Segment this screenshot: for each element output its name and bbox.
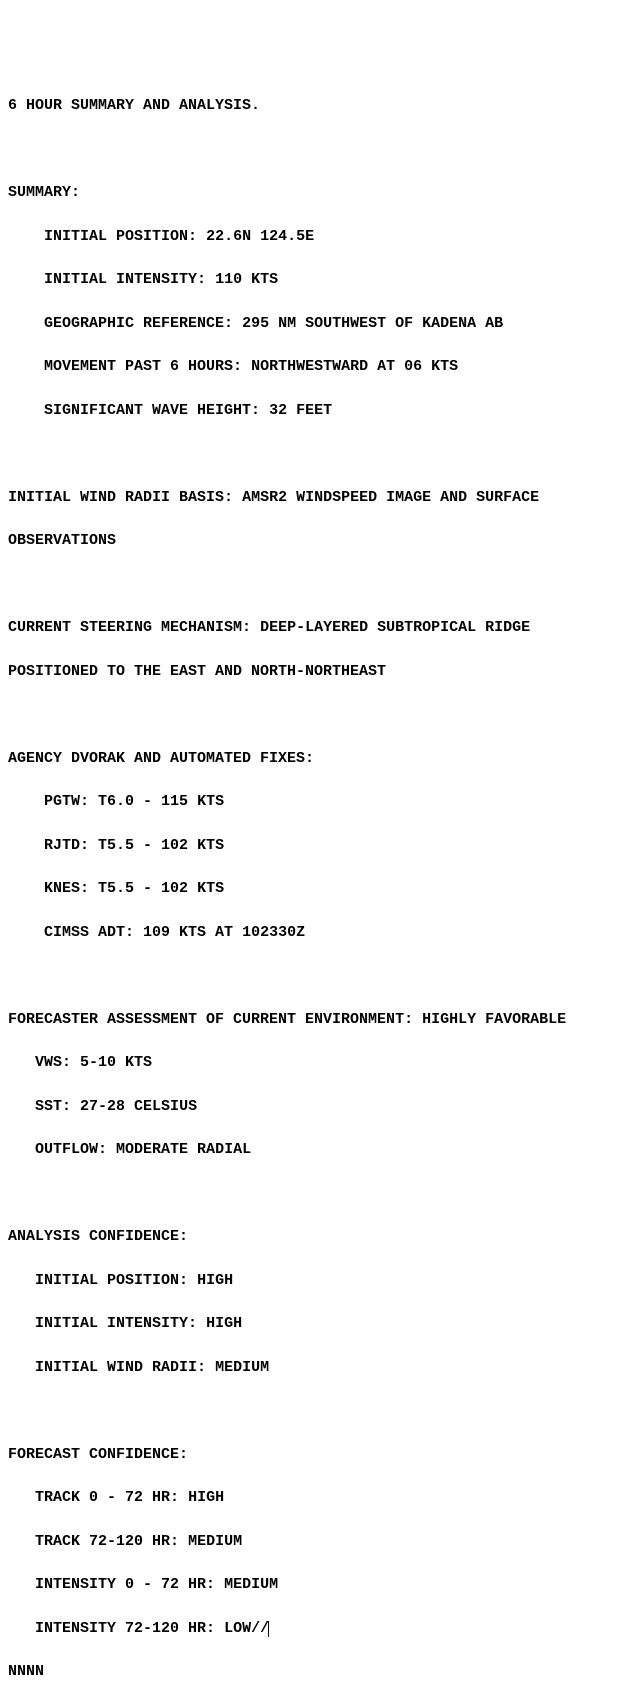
label: MOVEMENT PAST 6 HOURS: xyxy=(44,358,242,375)
blank xyxy=(8,443,628,465)
label: PGTW: xyxy=(44,793,89,810)
value: HIGH xyxy=(188,1489,224,1506)
value: 295 NM SOUTHWEST OF KADENA AB xyxy=(242,315,503,332)
analysis-radii: INITIAL WIND RADII: MEDIUM xyxy=(8,1357,628,1379)
terminator: NNNN xyxy=(8,1661,628,1683)
value: MEDIUM xyxy=(224,1576,278,1593)
label: TRACK 0 - 72 HR: xyxy=(35,1489,179,1506)
blank xyxy=(8,965,628,987)
label: FORECASTER ASSESSMENT OF CURRENT ENVIRON… xyxy=(8,1011,413,1028)
value: T5.5 - 102 KTS xyxy=(98,837,224,854)
value: HIGH xyxy=(197,1272,233,1289)
label: INITIAL WIND RADII: xyxy=(35,1359,206,1376)
text-cursor xyxy=(268,1621,269,1637)
label: SIGNIFICANT WAVE HEIGHT: xyxy=(44,402,260,419)
summary-movement: MOVEMENT PAST 6 HOURS: NORTHWESTWARD AT … xyxy=(8,356,628,378)
blank xyxy=(8,1400,628,1422)
analysis-header: ANALYSIS CONFIDENCE: xyxy=(8,1226,628,1248)
label: INITIAL WIND RADII BASIS: xyxy=(8,489,233,506)
label: INITIAL INTENSITY: xyxy=(35,1315,197,1332)
dvorak-knes: KNES: T5.5 - 102 KTS xyxy=(8,878,628,900)
label: RJTD: xyxy=(44,837,89,854)
label: INTENSITY 72-120 HR: xyxy=(35,1620,215,1637)
summary-georef: GEOGRAPHIC REFERENCE: 295 NM SOUTHWEST O… xyxy=(8,313,628,335)
value: 27-28 CELSIUS xyxy=(80,1098,197,1115)
dvorak-rjtd: RJTD: T5.5 - 102 KTS xyxy=(8,835,628,857)
steering-cont: POSITIONED TO THE EAST AND NORTH-NORTHEA… xyxy=(8,661,628,683)
dvorak-header: AGENCY DVORAK AND AUTOMATED FIXES: xyxy=(8,748,628,770)
value: DEEP-LAYERED SUBTROPICAL RIDGE xyxy=(260,619,530,636)
value: LOW// xyxy=(224,1620,269,1637)
label: CURRENT STEERING MECHANISM: xyxy=(8,619,251,636)
forecast-track2: TRACK 72-120 HR: MEDIUM xyxy=(8,1531,628,1553)
forecast-int2: INTENSITY 72-120 HR: LOW// xyxy=(8,1618,628,1640)
value: AMSR2 WINDSPEED IMAGE AND SURFACE xyxy=(242,489,539,506)
value: T5.5 - 102 KTS xyxy=(98,880,224,897)
label: INITIAL POSITION: xyxy=(35,1272,188,1289)
env-sst: SST: 27-28 CELSIUS xyxy=(8,1096,628,1118)
label: INITIAL INTENSITY: xyxy=(44,271,206,288)
summary-header: SUMMARY: xyxy=(8,182,628,204)
value: 32 FEET xyxy=(269,402,332,419)
summary-intensity: INITIAL INTENSITY: 110 KTS xyxy=(8,269,628,291)
analysis-pos: INITIAL POSITION: HIGH xyxy=(8,1270,628,1292)
forecaster-env: FORECASTER ASSESSMENT OF CURRENT ENVIRON… xyxy=(8,1009,628,1031)
value: 22.6N 124.5E xyxy=(206,228,314,245)
wind-radii-basis-cont: OBSERVATIONS xyxy=(8,530,628,552)
blank xyxy=(8,139,628,161)
value: HIGH xyxy=(206,1315,242,1332)
env-vws: VWS: 5-10 KTS xyxy=(8,1052,628,1074)
forecast-int1: INTENSITY 0 - 72 HR: MEDIUM xyxy=(8,1574,628,1596)
label: INITIAL POSITION: xyxy=(44,228,197,245)
summary-position: INITIAL POSITION: 22.6N 124.5E xyxy=(8,226,628,248)
steering: CURRENT STEERING MECHANISM: DEEP-LAYERED… xyxy=(8,617,628,639)
blank xyxy=(8,1183,628,1205)
blank xyxy=(8,574,628,596)
summary-wave: SIGNIFICANT WAVE HEIGHT: 32 FEET xyxy=(8,400,628,422)
title: 6 HOUR SUMMARY AND ANALYSIS. xyxy=(8,95,628,117)
value: 110 KTS xyxy=(215,271,278,288)
value: 109 KTS AT 102330Z xyxy=(143,924,305,941)
forecast-header: FORECAST CONFIDENCE: xyxy=(8,1444,628,1466)
label: SST: xyxy=(35,1098,71,1115)
wind-radii-basis: INITIAL WIND RADII BASIS: AMSR2 WINDSPEE… xyxy=(8,487,628,509)
forecast-track1: TRACK 0 - 72 HR: HIGH xyxy=(8,1487,628,1509)
value: T6.0 - 115 KTS xyxy=(98,793,224,810)
value: 5-10 KTS xyxy=(80,1054,152,1071)
label: KNES: xyxy=(44,880,89,897)
analysis-int: INITIAL INTENSITY: HIGH xyxy=(8,1313,628,1335)
value: NORTHWESTWARD AT 06 KTS xyxy=(251,358,458,375)
label: INTENSITY 0 - 72 HR: xyxy=(35,1576,215,1593)
value: HIGHLY FAVORABLE xyxy=(422,1011,566,1028)
dvorak-pgtw: PGTW: T6.0 - 115 KTS xyxy=(8,791,628,813)
label: CIMSS ADT: xyxy=(44,924,134,941)
env-outflow: OUTFLOW: MODERATE RADIAL xyxy=(8,1139,628,1161)
label: GEOGRAPHIC REFERENCE: xyxy=(44,315,233,332)
label: OUTFLOW: xyxy=(35,1141,107,1158)
label: TRACK 72-120 HR: xyxy=(35,1533,179,1550)
value: MEDIUM xyxy=(188,1533,242,1550)
dvorak-cimss: CIMSS ADT: 109 KTS AT 102330Z xyxy=(8,922,628,944)
label: VWS: xyxy=(35,1054,71,1071)
value: MEDIUM xyxy=(215,1359,269,1376)
blank xyxy=(8,704,628,726)
value: MODERATE RADIAL xyxy=(116,1141,251,1158)
